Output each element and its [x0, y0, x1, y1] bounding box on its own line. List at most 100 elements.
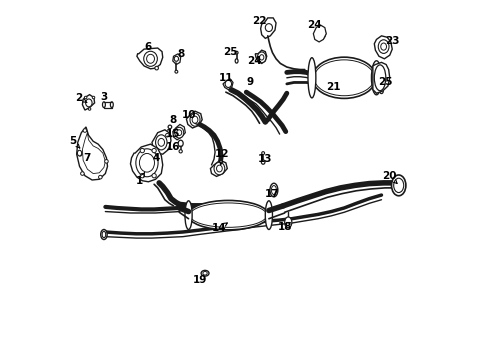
Polygon shape — [172, 125, 185, 140]
Ellipse shape — [136, 149, 158, 177]
Text: 9: 9 — [246, 77, 253, 87]
Polygon shape — [104, 102, 112, 108]
Ellipse shape — [235, 59, 238, 63]
Ellipse shape — [92, 96, 95, 99]
Ellipse shape — [192, 116, 198, 123]
Ellipse shape — [269, 183, 277, 197]
Ellipse shape — [265, 201, 272, 229]
Ellipse shape — [179, 150, 182, 153]
Text: 25: 25 — [223, 46, 237, 57]
Text: 21: 21 — [325, 82, 340, 93]
Text: 24: 24 — [306, 20, 321, 30]
Ellipse shape — [101, 229, 107, 239]
Ellipse shape — [155, 135, 167, 150]
Ellipse shape — [85, 99, 92, 107]
Ellipse shape — [155, 66, 158, 70]
Polygon shape — [77, 127, 107, 180]
Text: 19: 19 — [192, 275, 206, 285]
Text: 25: 25 — [377, 77, 391, 87]
Ellipse shape — [92, 167, 95, 170]
Ellipse shape — [81, 172, 84, 175]
Ellipse shape — [315, 28, 325, 40]
Polygon shape — [137, 48, 163, 69]
Ellipse shape — [265, 24, 272, 32]
Text: 11: 11 — [218, 73, 233, 83]
Ellipse shape — [158, 138, 164, 146]
Ellipse shape — [83, 129, 86, 132]
Ellipse shape — [143, 51, 157, 66]
Ellipse shape — [203, 271, 207, 275]
Ellipse shape — [379, 89, 383, 94]
Ellipse shape — [99, 175, 102, 179]
Text: 20: 20 — [382, 171, 396, 181]
Polygon shape — [152, 130, 171, 154]
Ellipse shape — [174, 127, 183, 138]
Text: 3: 3 — [100, 92, 107, 102]
Ellipse shape — [140, 174, 144, 178]
Ellipse shape — [184, 201, 192, 229]
Ellipse shape — [190, 113, 200, 126]
Text: 7: 7 — [83, 153, 91, 163]
Text: 23: 23 — [384, 36, 399, 46]
Ellipse shape — [380, 43, 386, 50]
Text: 15: 15 — [166, 129, 181, 139]
Polygon shape — [223, 79, 233, 90]
Ellipse shape — [224, 80, 231, 87]
Ellipse shape — [284, 217, 291, 228]
Ellipse shape — [216, 165, 222, 172]
Ellipse shape — [168, 135, 171, 138]
Ellipse shape — [146, 54, 154, 63]
Ellipse shape — [371, 61, 381, 95]
Text: 8: 8 — [169, 115, 177, 125]
Ellipse shape — [259, 55, 264, 60]
Text: 17: 17 — [264, 189, 279, 199]
Ellipse shape — [391, 175, 405, 196]
Text: 22: 22 — [252, 17, 266, 27]
Ellipse shape — [168, 125, 171, 129]
Ellipse shape — [307, 58, 315, 98]
Polygon shape — [260, 18, 276, 39]
Ellipse shape — [77, 150, 81, 156]
Text: 10: 10 — [182, 110, 196, 120]
Ellipse shape — [187, 201, 268, 230]
Ellipse shape — [110, 102, 113, 108]
Polygon shape — [130, 144, 163, 182]
Ellipse shape — [140, 148, 144, 153]
Ellipse shape — [152, 174, 156, 178]
Text: 8: 8 — [177, 49, 184, 59]
Ellipse shape — [271, 185, 276, 194]
Text: 1: 1 — [136, 176, 143, 186]
Ellipse shape — [214, 162, 224, 175]
Ellipse shape — [312, 57, 375, 98]
Ellipse shape — [317, 31, 323, 37]
Ellipse shape — [393, 178, 403, 193]
Ellipse shape — [102, 231, 105, 238]
Ellipse shape — [261, 152, 264, 154]
Polygon shape — [186, 111, 202, 128]
Ellipse shape — [261, 160, 264, 164]
Ellipse shape — [78, 152, 82, 156]
Polygon shape — [373, 36, 391, 59]
Ellipse shape — [165, 134, 169, 137]
Ellipse shape — [378, 40, 388, 53]
Ellipse shape — [88, 108, 91, 110]
Text: 24: 24 — [247, 56, 261, 66]
Ellipse shape — [235, 51, 238, 54]
Text: 2: 2 — [75, 93, 82, 103]
Ellipse shape — [178, 140, 183, 147]
Ellipse shape — [139, 153, 154, 172]
Ellipse shape — [84, 96, 87, 99]
Text: 4: 4 — [153, 153, 160, 163]
Polygon shape — [255, 50, 266, 63]
Ellipse shape — [174, 56, 178, 61]
Ellipse shape — [175, 70, 178, 73]
Text: 5: 5 — [69, 136, 77, 146]
Ellipse shape — [379, 82, 382, 85]
Ellipse shape — [102, 102, 105, 108]
Polygon shape — [313, 25, 325, 42]
Ellipse shape — [95, 158, 99, 162]
Text: 14: 14 — [211, 224, 225, 233]
Text: 6: 6 — [144, 42, 152, 51]
Polygon shape — [372, 62, 389, 93]
Text: 12: 12 — [215, 149, 229, 159]
